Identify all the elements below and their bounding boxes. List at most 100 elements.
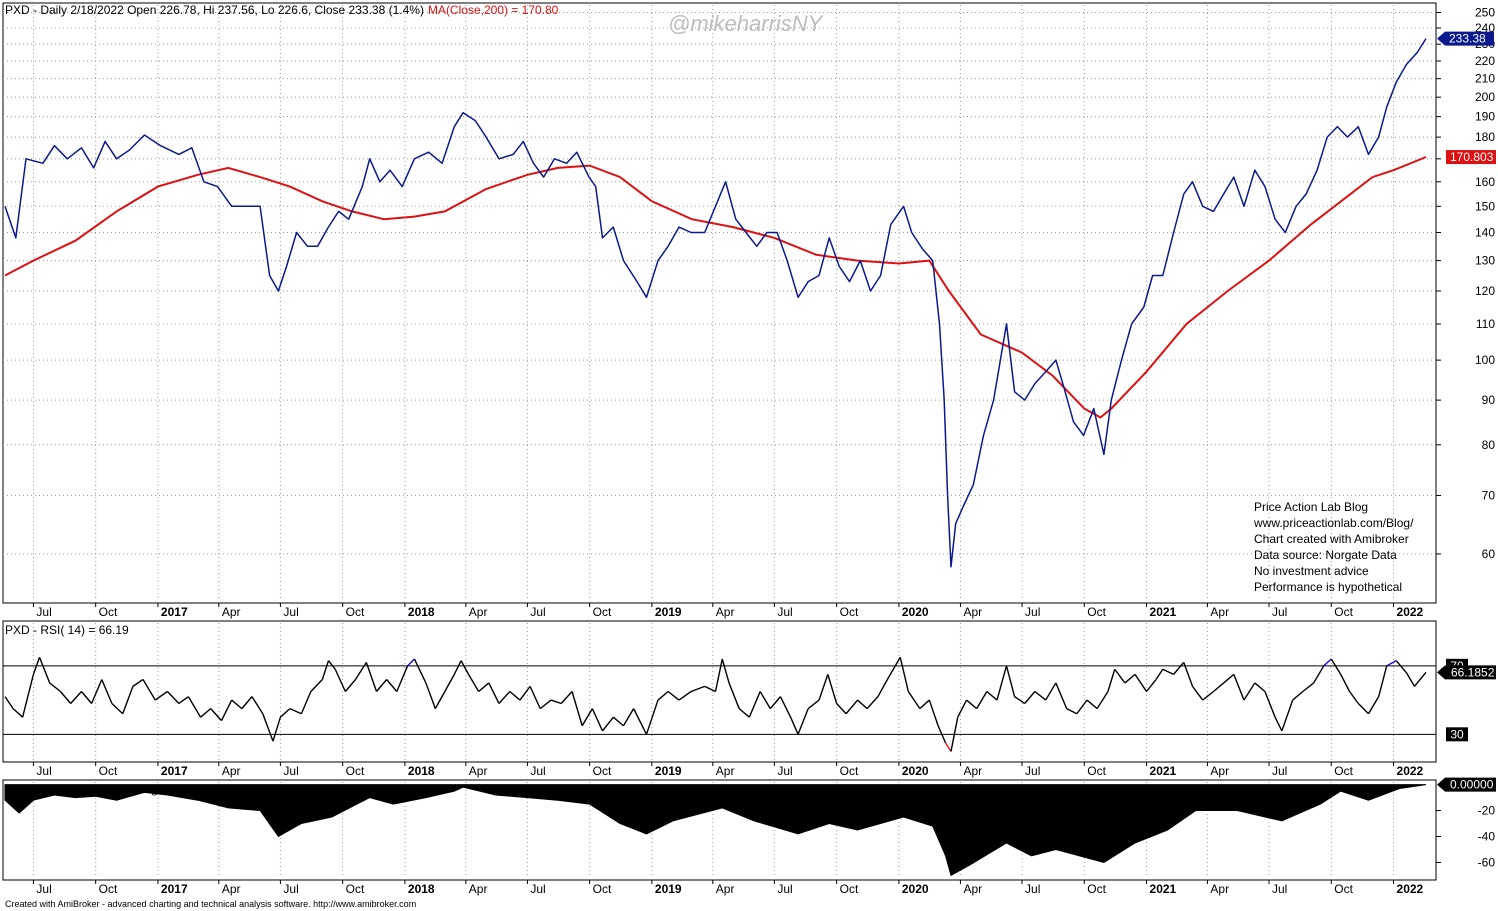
- rsi-segment: [1413, 671, 1427, 687]
- x-tick-label: Oct: [593, 882, 612, 896]
- rsi-segment: [539, 699, 552, 710]
- ma-200-line: [4, 156, 1427, 419]
- x-tick-label: 2021: [1150, 882, 1177, 896]
- x-tick-label: Jul: [777, 882, 792, 896]
- x-tick-label: Oct: [840, 605, 859, 619]
- x-tick-label: 2021: [1150, 764, 1177, 778]
- x-tick-label: Oct: [1334, 882, 1353, 896]
- rsi-segment: [200, 708, 212, 718]
- price-last-flag: 233.38: [1437, 31, 1494, 46]
- rsi-segment: [478, 682, 490, 693]
- rsi-segment: [789, 716, 799, 735]
- rsi-segment: [262, 713, 274, 742]
- price-y-tick-label: 120: [1475, 284, 1495, 298]
- x-tick-label: Oct: [346, 764, 365, 778]
- rsi-segment: [12, 708, 24, 718]
- rsi-segment: [759, 691, 771, 709]
- price-y-tick-label: 150: [1475, 199, 1495, 213]
- rsi-tick-box: [1446, 727, 1468, 742]
- x-tick-label: Oct: [593, 605, 612, 619]
- rsi-segment: [877, 679, 888, 697]
- rsi-segment: [678, 690, 692, 701]
- rsi-segment: [1395, 660, 1407, 674]
- rsi-last-value: 66.1852: [1451, 665, 1495, 679]
- x-tick-label: 2020: [902, 882, 929, 896]
- rsi-segment: [550, 699, 562, 705]
- price-y-tick-label: 220: [1475, 54, 1495, 68]
- rsi-segment: [1405, 672, 1416, 687]
- x-tick-label: 2018: [408, 605, 435, 619]
- rsi-segment: [1134, 673, 1148, 692]
- rsi-segment: [509, 690, 521, 701]
- rsi-segment: [944, 742, 952, 752]
- rsi-segment: [667, 690, 680, 701]
- rsi-segment: [187, 696, 202, 718]
- rsi-segment: [1323, 658, 1332, 667]
- x-tick-label: Jul: [530, 605, 545, 619]
- x-tick-label: Jul: [36, 882, 51, 896]
- rsi-segment: [396, 665, 409, 692]
- rsi-segment: [529, 686, 541, 709]
- rsi-segment: [996, 665, 1008, 701]
- rsi-segment: [386, 679, 398, 692]
- rsi-segment: [289, 707, 302, 715]
- x-tick-label: 2017: [161, 882, 188, 896]
- rsi-reference-lines: [3, 665, 1436, 735]
- price-y-axis: 6070809010011012013014015016017018019020…: [1436, 6, 1495, 561]
- x-tick-label: Oct: [346, 882, 365, 896]
- rsi-segment: [657, 690, 669, 701]
- rsi-segment: [827, 674, 838, 704]
- rsi-segment: [59, 691, 72, 704]
- rsi-segment: [1302, 682, 1315, 693]
- rsi-segment: [1243, 682, 1256, 701]
- rsi-segment: [310, 679, 323, 692]
- rsi-segment: [1045, 682, 1057, 701]
- rsi-segment: [1367, 696, 1380, 715]
- rsi-segment: [220, 699, 233, 721]
- x-tick-label: Jul: [777, 605, 792, 619]
- x-tick-label: 2021: [1150, 605, 1177, 619]
- x-tick-label: 2022: [1397, 764, 1424, 778]
- x-tick-label: Apr: [963, 605, 982, 619]
- x-tick-label: Oct: [346, 605, 365, 619]
- x-tick-label: 2020: [902, 764, 929, 778]
- x-tick-label: Apr: [1210, 764, 1229, 778]
- price-y-tick-label: 90: [1482, 393, 1496, 407]
- x-tick-label: Apr: [716, 605, 735, 619]
- rsi-segment: [779, 696, 792, 718]
- price-y-tick-label: 160: [1475, 175, 1495, 189]
- x-tick-label: Jul: [530, 764, 545, 778]
- x-axis-rsi: Jul Oct 2017 Apr Jul Oct 2018 Apr Jul Oct 2019 Apr J…: [3, 761, 1436, 778]
- rsi-panel-title: PXD - RSI( 14) = 66.19: [5, 623, 129, 637]
- rsi-segment: [154, 690, 168, 701]
- price-y-tick-label: 110: [1476, 317, 1495, 331]
- rsi-segment: [1005, 665, 1016, 697]
- price-y-tick-label: 140: [1475, 225, 1495, 239]
- credit-line: No investment advice: [1254, 564, 1369, 578]
- rsi-segment: [375, 679, 388, 692]
- watermark: @mikeharrisNY: [668, 11, 824, 36]
- rsi-segment: [101, 679, 113, 704]
- ma-value-flag: 170.803: [1446, 150, 1496, 165]
- x-tick-label: Oct: [1087, 882, 1106, 896]
- x-tick-label: Apr: [222, 882, 241, 896]
- rsi-segment: [1096, 691, 1109, 709]
- rsi-segment: [571, 691, 583, 726]
- x-tick-label: Jul: [1025, 764, 1040, 778]
- rsi-segment: [251, 696, 264, 715]
- price-y-tick-label: 200: [1475, 90, 1495, 104]
- rsi-segment: [845, 699, 859, 715]
- rsi-segment: [467, 674, 480, 692]
- rsi-segment: [354, 662, 367, 680]
- rsi-segment: [488, 682, 500, 704]
- rsi-segment: [279, 708, 291, 718]
- price-gridlines: [3, 12, 1436, 555]
- x-tick-label: 2019: [655, 764, 682, 778]
- rsi-segment: [425, 682, 437, 709]
- price-y-tick-label: 180: [1475, 130, 1495, 144]
- drawdown-panel-title: PXD - % Drawdown from highest close to c…: [5, 782, 319, 796]
- rsi-segment: [721, 658, 730, 684]
- x-tick-label: Oct: [99, 764, 118, 778]
- rsi-segment: [1292, 690, 1304, 701]
- rsi-segment: [321, 660, 330, 680]
